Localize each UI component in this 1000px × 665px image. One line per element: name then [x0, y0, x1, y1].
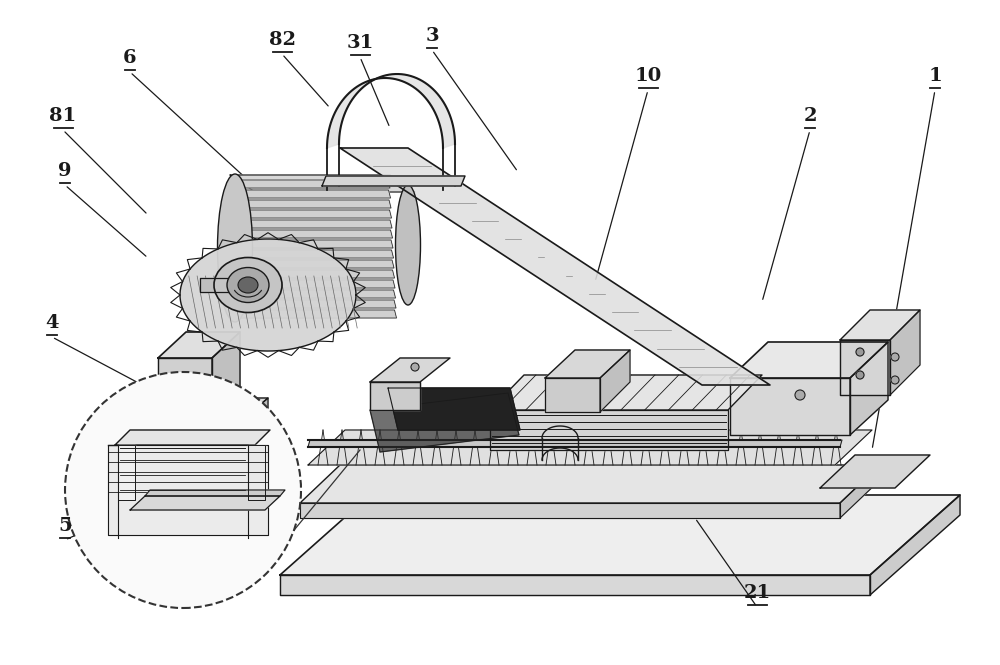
Polygon shape — [730, 342, 888, 378]
Polygon shape — [280, 495, 960, 575]
Ellipse shape — [227, 267, 269, 303]
Polygon shape — [388, 388, 520, 430]
Polygon shape — [239, 310, 396, 318]
Circle shape — [795, 390, 805, 400]
Ellipse shape — [238, 277, 258, 293]
Polygon shape — [490, 375, 762, 410]
Polygon shape — [840, 340, 890, 395]
Text: 82: 82 — [269, 31, 296, 49]
Polygon shape — [370, 358, 450, 382]
Text: 2: 2 — [803, 107, 817, 125]
Polygon shape — [490, 410, 728, 450]
Polygon shape — [327, 74, 455, 148]
Polygon shape — [237, 270, 394, 278]
Polygon shape — [600, 350, 630, 412]
Polygon shape — [158, 332, 240, 358]
Polygon shape — [236, 250, 394, 258]
Polygon shape — [235, 240, 393, 248]
Polygon shape — [158, 358, 212, 425]
Polygon shape — [118, 445, 135, 500]
Polygon shape — [235, 230, 392, 238]
Polygon shape — [115, 430, 270, 445]
Polygon shape — [232, 180, 390, 188]
Polygon shape — [212, 332, 240, 425]
Polygon shape — [236, 260, 394, 268]
Text: 6: 6 — [123, 49, 137, 67]
Text: 5: 5 — [58, 517, 72, 535]
Text: 81: 81 — [49, 107, 77, 125]
Polygon shape — [308, 430, 872, 465]
Ellipse shape — [218, 174, 253, 322]
Circle shape — [65, 372, 301, 608]
Polygon shape — [280, 575, 870, 595]
Polygon shape — [300, 503, 840, 518]
Ellipse shape — [214, 257, 282, 313]
Polygon shape — [545, 350, 630, 378]
Polygon shape — [308, 440, 842, 447]
Polygon shape — [850, 342, 888, 435]
Polygon shape — [545, 378, 600, 412]
Polygon shape — [248, 445, 265, 500]
Polygon shape — [370, 382, 420, 410]
Polygon shape — [237, 280, 395, 288]
Polygon shape — [230, 175, 415, 192]
Polygon shape — [730, 378, 850, 435]
Polygon shape — [135, 398, 268, 422]
Circle shape — [411, 363, 419, 371]
Polygon shape — [870, 495, 960, 595]
Polygon shape — [820, 455, 930, 488]
Polygon shape — [340, 148, 770, 385]
Polygon shape — [238, 290, 396, 298]
Bar — [217, 415, 233, 421]
Text: 9: 9 — [58, 162, 72, 180]
Text: 4: 4 — [45, 314, 59, 332]
Polygon shape — [322, 176, 465, 186]
Polygon shape — [180, 239, 356, 351]
Text: 31: 31 — [346, 34, 374, 52]
Circle shape — [856, 348, 864, 356]
Bar — [170, 462, 186, 468]
Polygon shape — [300, 465, 880, 503]
Text: 21: 21 — [743, 584, 771, 602]
Circle shape — [891, 353, 899, 361]
Polygon shape — [234, 220, 392, 228]
Polygon shape — [130, 496, 280, 510]
Polygon shape — [233, 190, 390, 198]
Text: 10: 10 — [634, 67, 662, 85]
Polygon shape — [370, 393, 519, 452]
Polygon shape — [890, 310, 920, 395]
Polygon shape — [135, 422, 240, 445]
Polygon shape — [233, 200, 391, 208]
Text: 3: 3 — [425, 27, 439, 45]
Polygon shape — [145, 490, 285, 496]
Ellipse shape — [396, 185, 420, 305]
Polygon shape — [108, 445, 268, 535]
Polygon shape — [240, 398, 268, 445]
Circle shape — [856, 371, 864, 379]
Polygon shape — [840, 465, 880, 518]
Circle shape — [891, 376, 899, 384]
Polygon shape — [234, 210, 392, 218]
Polygon shape — [238, 300, 396, 308]
Polygon shape — [200, 278, 238, 292]
Polygon shape — [840, 310, 920, 340]
Text: 1: 1 — [928, 67, 942, 85]
